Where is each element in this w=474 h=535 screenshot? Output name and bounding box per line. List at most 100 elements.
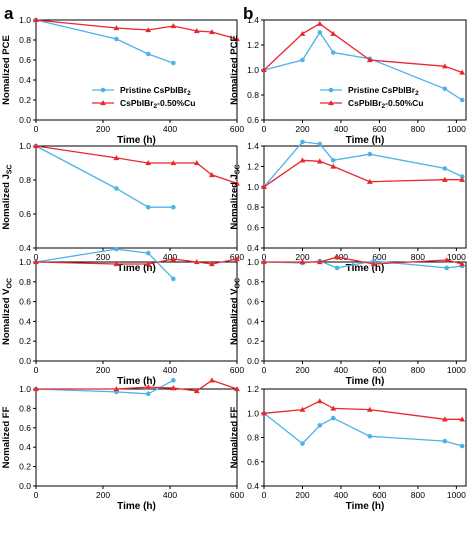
plot-frame [35, 145, 238, 249]
data-point-cu [459, 261, 466, 267]
data-point-cu [334, 254, 341, 260]
data-point-cu [330, 163, 337, 169]
x-tick-label: 0 [34, 490, 39, 500]
x-tick-label: 1000 [447, 490, 466, 500]
y-tick-label: 0.8 [247, 433, 259, 443]
data-point-pristine [442, 86, 448, 92]
chart-5: 0 200 400 600 0.0 0.2 0.4 0.6 0.8 1.0 Time (h) Noma… [1, 246, 244, 387]
y-axis-label: Nomalized FF [229, 406, 240, 468]
x-tick-label: 400 [163, 365, 177, 375]
data-point-cu [33, 17, 39, 23]
data-point-cu [208, 172, 215, 178]
legend-label-pristine: Pristine CsPbIBr2 [120, 85, 191, 97]
x-tick-label: 200 [295, 490, 309, 500]
data-point-pristine [330, 157, 336, 163]
y-tick-label: 0.6 [247, 457, 259, 467]
y-tick-label: 0.4 [247, 316, 259, 326]
y-tick-label: 0.8 [247, 90, 259, 100]
data-point-cu [299, 30, 306, 36]
y-tick-label: 1.4 [247, 15, 259, 25]
data-point-cu [443, 257, 450, 263]
x-tick-label: 200 [96, 365, 110, 375]
data-point-cu [330, 405, 337, 411]
x-tick-label: 400 [334, 490, 348, 500]
legend-label-cu: CsPbIBr2-0.50%Cu [120, 98, 195, 110]
data-point-cu [170, 385, 177, 391]
data-point-cu [261, 410, 267, 416]
data-point-cu [330, 30, 337, 36]
data-point-cu [145, 27, 152, 33]
data-point-pristine [300, 139, 305, 145]
panel-label-a: a [4, 4, 14, 23]
data-point-cu [370, 261, 377, 267]
data-point-pristine [367, 151, 373, 157]
data-point-cu [299, 259, 306, 265]
legend-marker-cu [100, 100, 106, 106]
y-axis-label: Nomalized JSC [229, 164, 242, 229]
y-tick-label: 1.0 [19, 15, 31, 25]
series-line-cu [35, 19, 238, 40]
plot-frame [263, 145, 467, 249]
x-tick-label: 200 [295, 124, 309, 134]
x-axis-label: Time (h) [117, 376, 156, 387]
x-axis-label: Time (h) [346, 376, 385, 387]
data-point-pristine [145, 391, 151, 397]
x-tick-label: 0 [34, 365, 39, 375]
data-point-cu [113, 25, 120, 31]
chart-7: 0 200 400 600 0.0 0.2 0.4 0.6 0.8 1.0 Time (h) Noma… [1, 377, 244, 512]
data-point-pristine [444, 265, 450, 271]
data-point-cu [208, 29, 215, 35]
data-point-cu [441, 176, 448, 182]
y-tick-label: 1.0 [19, 384, 31, 394]
x-tick-label: 600 [230, 490, 244, 500]
y-tick-label: 0.4 [19, 316, 31, 326]
data-point-pristine [300, 441, 305, 446]
data-point-pristine [171, 204, 176, 210]
x-tick-label: 800 [411, 490, 425, 500]
data-point-pristine [171, 60, 176, 66]
data-point-cu [193, 388, 200, 394]
x-tick-label: 0 [262, 365, 267, 375]
data-point-cu [145, 261, 152, 267]
y-tick-label: 0.2 [247, 336, 259, 346]
x-tick-label: 0 [262, 124, 267, 134]
data-point-pristine [459, 174, 465, 179]
y-tick-label: 0.0 [19, 115, 31, 125]
y-tick-label: 1.0 [247, 257, 259, 267]
y-tick-label: 1.2 [247, 384, 259, 394]
data-point-pristine [330, 50, 336, 55]
y-tick-label: 1.0 [19, 257, 31, 267]
y-tick-label: 1.0 [19, 141, 31, 151]
series-line-cu [263, 400, 463, 420]
data-point-cu [193, 259, 200, 265]
x-axis-label: Time (h) [346, 263, 385, 274]
chart-8: 0 200 400 600 800 1000 0.4 0.6 0.8 1.0 1.2 Time (h)… [229, 384, 467, 512]
y-axis-label: Nomalized JSC [1, 164, 14, 229]
plot-frame [263, 261, 467, 362]
data-point-pristine [171, 276, 176, 282]
data-point-cu [441, 63, 448, 69]
data-point-pristine [330, 415, 336, 421]
x-tick-label: 800 [411, 252, 425, 262]
legend-marker-cu [328, 100, 334, 106]
x-tick-label: 800 [411, 365, 425, 375]
data-point-cu [441, 416, 448, 422]
data-point-cu [316, 158, 323, 164]
x-tick-label: 400 [334, 365, 348, 375]
y-tick-label: 0.4 [19, 243, 31, 253]
data-point-cu [366, 57, 373, 63]
x-tick-label: 400 [163, 124, 177, 134]
data-point-pristine [114, 246, 119, 252]
y-tick-label: 0.6 [247, 223, 259, 233]
series-line-cu [35, 145, 238, 185]
data-point-cu [170, 256, 177, 262]
data-point-pristine [442, 166, 448, 171]
data-point-pristine [371, 258, 376, 264]
legend-marker-pristine [100, 87, 106, 93]
x-tick-label: 1000 [447, 252, 466, 262]
y-tick-label: 0.6 [247, 297, 259, 307]
x-tick-label: 1000 [447, 365, 466, 375]
data-point-cu [316, 398, 323, 404]
